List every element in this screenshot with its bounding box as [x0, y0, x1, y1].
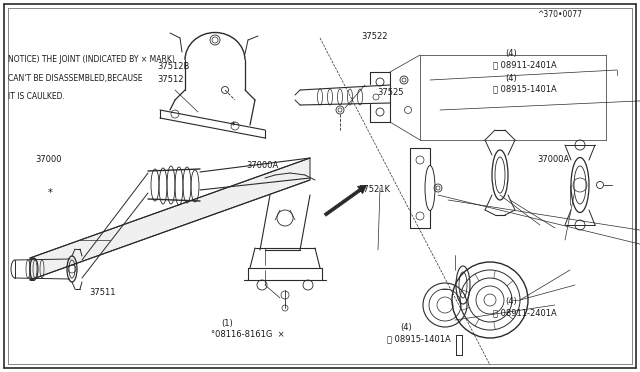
Text: (4): (4): [506, 49, 517, 58]
FancyArrow shape: [324, 185, 367, 216]
Text: *: *: [230, 122, 235, 131]
Text: 37000A: 37000A: [246, 161, 278, 170]
Text: 37525: 37525: [378, 88, 404, 97]
Text: 37521K: 37521K: [358, 185, 390, 194]
Polygon shape: [30, 158, 310, 280]
Text: (1): (1): [221, 319, 232, 328]
Text: Ⓝ 08911-2401A: Ⓝ 08911-2401A: [493, 308, 557, 317]
Text: 37000: 37000: [35, 155, 61, 164]
Text: 37512: 37512: [157, 76, 183, 84]
Text: 37512B: 37512B: [157, 62, 189, 71]
Text: (4): (4): [506, 297, 517, 306]
Text: NOTICE) THE JOINT (INDICATED BY × MARK): NOTICE) THE JOINT (INDICATED BY × MARK): [8, 55, 175, 64]
Text: *: *: [48, 189, 52, 198]
Text: 37000A: 37000A: [538, 155, 570, 164]
Text: °08116-8161G  ×: °08116-8161G ×: [211, 330, 285, 339]
Text: 37511: 37511: [90, 288, 116, 296]
Text: (4): (4): [400, 323, 412, 332]
Text: (4): (4): [506, 74, 517, 83]
Text: IT IS CAULKED.: IT IS CAULKED.: [8, 92, 65, 101]
Text: ^370•0077: ^370•0077: [538, 10, 582, 19]
Text: Ⓝ 08911-2401A: Ⓝ 08911-2401A: [493, 61, 557, 70]
Text: Ⓜ 08915-1401A: Ⓜ 08915-1401A: [493, 85, 557, 94]
Text: 37522: 37522: [362, 32, 388, 41]
Text: CAN'T BE DISASSEMBLED,BECAUSE: CAN'T BE DISASSEMBLED,BECAUSE: [8, 74, 143, 83]
Text: Ⓜ 08915-1401A: Ⓜ 08915-1401A: [387, 334, 451, 343]
